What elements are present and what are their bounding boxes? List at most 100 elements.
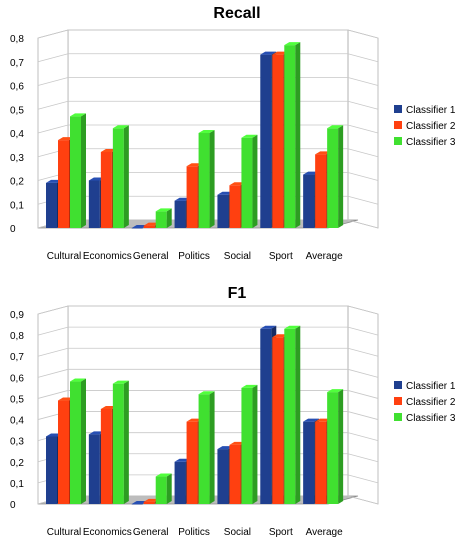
bar-front	[315, 421, 327, 504]
bar-side	[209, 130, 215, 228]
bar	[198, 130, 215, 228]
x-tick-label: Social	[224, 527, 251, 538]
bar-side	[81, 113, 86, 228]
y-tick-label: 0,3	[10, 153, 24, 164]
bar-front	[229, 444, 241, 504]
bar-front	[155, 211, 167, 228]
legend-label: Classifier 1	[406, 105, 456, 116]
bar-side	[166, 473, 172, 504]
bar	[112, 380, 129, 504]
bar-side	[81, 378, 86, 504]
bar	[284, 325, 301, 504]
gridline	[37, 390, 379, 399]
legend-label: Classifier 1	[406, 381, 456, 392]
x-tick-label: Average	[306, 251, 344, 262]
x-tick-label: Politics	[178, 527, 210, 538]
bar	[155, 208, 172, 228]
x-tick-label: Cultural	[47, 527, 81, 538]
bar	[327, 389, 344, 504]
gridline	[37, 53, 379, 63]
y-tick-label: 0,8	[10, 331, 24, 342]
bar-front	[143, 501, 155, 504]
bar-front	[46, 182, 57, 228]
bar-side	[295, 42, 301, 228]
bar-front	[46, 436, 57, 504]
bar-top	[198, 391, 215, 395]
y-tick-label: 0	[10, 500, 16, 511]
right-wall-edge	[347, 305, 379, 505]
bar	[198, 391, 215, 504]
legend-label: Classifier 2	[406, 121, 456, 132]
bar-front	[260, 328, 272, 504]
bar-front	[284, 328, 296, 504]
bar-top	[241, 384, 258, 388]
bar	[112, 125, 129, 228]
bar-front	[58, 400, 69, 504]
bar-front	[58, 140, 69, 228]
x-tick-label: Economics	[83, 251, 132, 262]
y-tick-label: 0,4	[10, 129, 24, 140]
bar-front	[241, 137, 253, 228]
bar	[241, 384, 258, 504]
bar	[241, 134, 258, 228]
gridline	[37, 100, 379, 110]
bar-front	[217, 449, 229, 504]
bar-front	[186, 421, 198, 504]
y-tick-label: 0,3	[10, 437, 24, 448]
y-tick-label: 0,4	[10, 416, 24, 427]
y-tick-label: 0,2	[10, 177, 24, 188]
bar-top	[284, 325, 301, 329]
bar-top	[241, 134, 258, 138]
chart-title: Recall	[213, 5, 260, 22]
bar-front	[315, 154, 327, 228]
bar-front	[198, 133, 210, 228]
bar-side	[338, 389, 344, 504]
bar-front	[284, 45, 296, 228]
legend-swatch	[394, 397, 402, 405]
y-tick-label: 0	[10, 224, 16, 235]
gridline	[37, 368, 379, 378]
bar-side	[166, 208, 172, 228]
bar-front	[174, 461, 186, 504]
x-tick-label: Sport	[269, 527, 293, 538]
bar-top	[327, 389, 344, 393]
bar	[284, 42, 301, 228]
bar-front	[229, 185, 241, 228]
bar-top	[70, 113, 86, 117]
legend-swatch	[394, 121, 402, 129]
y-tick-label: 0,6	[10, 373, 24, 384]
x-tick-label: Politics	[178, 251, 210, 262]
bar-front	[88, 180, 100, 228]
bar-top	[260, 51, 277, 55]
bar-front	[143, 225, 155, 228]
bar-front	[112, 383, 124, 504]
bar-side	[295, 325, 301, 504]
y-tick-label: 0,6	[10, 82, 24, 93]
bar-top	[327, 125, 344, 129]
x-tick-label: Average	[306, 527, 344, 538]
y-tick-label: 0,7	[10, 58, 24, 69]
legend-label: Classifier 2	[406, 397, 456, 408]
bar-top	[155, 473, 172, 477]
x-tick-label: General	[133, 527, 169, 538]
f1-chart: F1 0 0,1 0,2 0,3 0,4 0,5 0,6 0,7 0,8 0,9 Cultural Ec…	[10, 285, 456, 538]
gridline	[37, 29, 379, 39]
bar-front	[131, 504, 143, 505]
y-tick-label: 0,9	[10, 310, 24, 321]
bar-front	[217, 194, 229, 228]
bar-front	[100, 409, 112, 504]
bar-top	[284, 42, 301, 46]
bar-front	[327, 128, 339, 228]
bar	[70, 113, 86, 228]
bar-side	[252, 134, 258, 228]
bar-front	[241, 387, 253, 504]
x-tick-label: Economics	[83, 527, 132, 538]
gridline	[37, 347, 379, 357]
y-tick-label: 0,7	[10, 352, 24, 363]
bar-top	[198, 130, 215, 133]
bar-front	[272, 54, 284, 228]
bar-side	[338, 125, 344, 228]
gridline	[37, 124, 379, 134]
bar-front	[303, 174, 315, 228]
